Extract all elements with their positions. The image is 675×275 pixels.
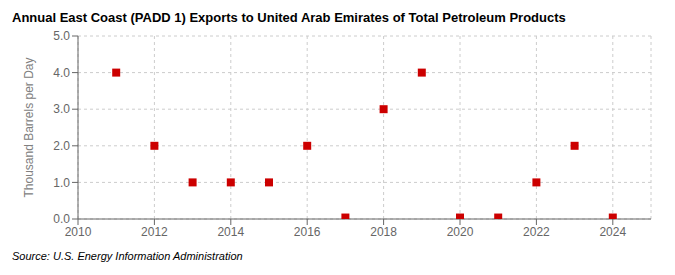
html-text:Source: U.S. Energy Informatio: Source: U.S. Energy Information Administ… bbox=[12, 250, 243, 262]
svg-text:2022: 2022 bbox=[523, 225, 550, 239]
svg-text:2016: 2016 bbox=[294, 225, 321, 239]
svg-text:0.0: 0.0 bbox=[53, 212, 70, 226]
svg-text:1.0: 1.0 bbox=[53, 176, 70, 190]
html-text:Annual East Coast (PADD 1) Exp: Annual East Coast (PADD 1) Exports to Un… bbox=[12, 10, 566, 25]
svg-text:2014: 2014 bbox=[217, 225, 244, 239]
svg-text:2018: 2018 bbox=[370, 225, 397, 239]
svg-text:2020: 2020 bbox=[447, 225, 474, 239]
svg-text:5.0: 5.0 bbox=[53, 29, 70, 43]
svg-text:2012: 2012 bbox=[141, 225, 168, 239]
svg-text:4.0: 4.0 bbox=[53, 66, 70, 80]
svg-text:2010: 2010 bbox=[65, 225, 92, 239]
svg-text:Thousand Barrels per Day: Thousand Barrels per Day bbox=[22, 57, 36, 197]
svg-text:2024: 2024 bbox=[599, 225, 626, 239]
svg-text:2.0: 2.0 bbox=[53, 139, 70, 153]
svg-text:3.0: 3.0 bbox=[53, 102, 70, 116]
